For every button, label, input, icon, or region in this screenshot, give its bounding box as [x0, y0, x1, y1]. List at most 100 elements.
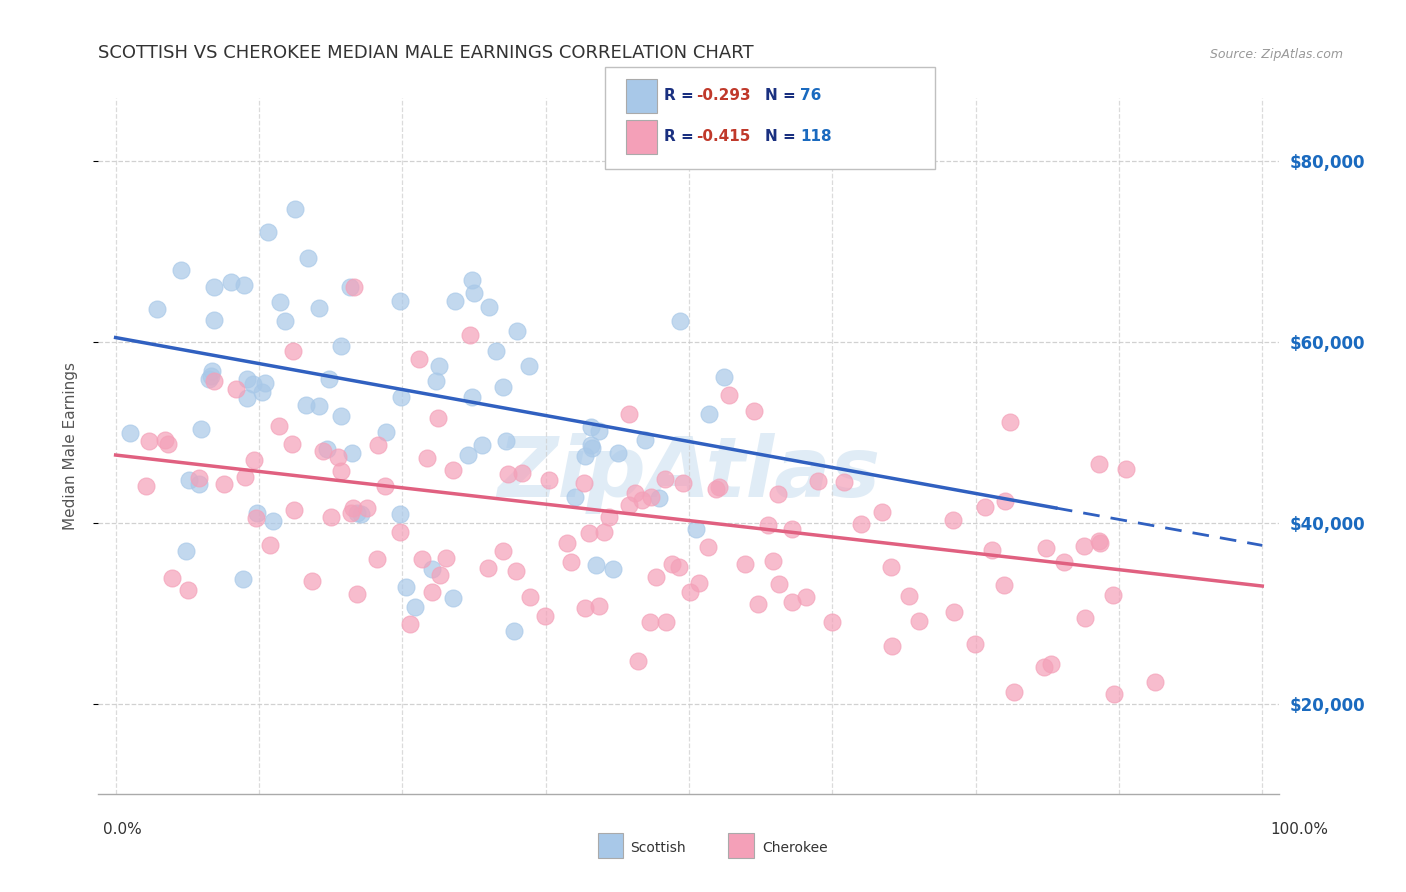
Point — [898, 589, 921, 603]
Point — [634, 434, 657, 448]
Text: R =: R = — [664, 129, 699, 144]
Point — [704, 482, 727, 496]
Point — [496, 467, 519, 481]
Point — [135, 479, 157, 493]
Point — [461, 273, 484, 287]
Point — [444, 294, 467, 309]
Point — [485, 344, 508, 359]
Point — [709, 480, 731, 494]
Point — [908, 614, 931, 628]
Text: Cherokee: Cherokee — [762, 841, 828, 855]
Point — [505, 324, 527, 338]
Point — [579, 438, 602, 452]
Point — [807, 474, 830, 488]
Point — [560, 555, 582, 569]
Point — [318, 371, 340, 385]
Point — [696, 540, 718, 554]
Point — [457, 448, 479, 462]
Text: -0.415: -0.415 — [696, 129, 751, 144]
Point — [1102, 588, 1125, 602]
Point — [679, 585, 702, 599]
Text: Scottish: Scottish — [630, 841, 686, 855]
Point — [471, 438, 494, 452]
Point — [534, 609, 557, 624]
Point — [668, 560, 690, 574]
Point — [644, 570, 666, 584]
Point — [177, 473, 200, 487]
Point — [425, 374, 447, 388]
Point — [295, 398, 318, 412]
Point — [593, 525, 616, 540]
Point — [188, 470, 211, 484]
Text: 0.0%: 0.0% — [103, 822, 142, 837]
Point — [756, 518, 779, 533]
Point — [640, 490, 662, 504]
Text: 118: 118 — [800, 129, 831, 144]
Point — [607, 445, 630, 459]
Point — [389, 524, 412, 539]
Point — [388, 293, 411, 308]
Text: 100.0%: 100.0% — [1271, 822, 1329, 837]
Point — [460, 328, 482, 343]
Point — [880, 639, 903, 653]
Point — [326, 450, 349, 464]
Point — [1053, 555, 1076, 569]
Point — [519, 590, 541, 604]
Point — [389, 508, 412, 522]
Point — [340, 445, 363, 459]
Point — [1144, 675, 1167, 690]
Point — [420, 585, 443, 599]
Point — [301, 574, 323, 588]
Point — [555, 536, 578, 550]
Point — [200, 369, 222, 384]
Point — [1088, 533, 1111, 548]
Point — [329, 409, 352, 423]
Point — [648, 491, 671, 505]
Point — [308, 399, 330, 413]
Point — [201, 364, 224, 378]
Point — [157, 437, 180, 451]
Point — [994, 494, 1017, 508]
Point — [630, 493, 652, 508]
Point — [146, 301, 169, 316]
Point — [832, 475, 855, 489]
Point — [655, 615, 678, 629]
Point — [374, 479, 396, 493]
Point — [768, 577, 790, 591]
Point — [581, 441, 603, 455]
Point — [138, 434, 160, 448]
Point — [233, 470, 256, 484]
Point — [245, 510, 267, 524]
Text: SCOTTISH VS CHEROKEE MEDIAN MALE EARNINGS CORRELATION CHART: SCOTTISH VS CHEROKEE MEDIAN MALE EARNING… — [98, 44, 754, 62]
Point — [219, 275, 242, 289]
Point — [1073, 539, 1095, 553]
Point — [246, 507, 269, 521]
Point — [339, 280, 361, 294]
Text: Source: ZipAtlas.com: Source: ZipAtlas.com — [1209, 48, 1343, 61]
Point — [1090, 536, 1112, 550]
Point — [375, 425, 398, 439]
Point — [204, 374, 226, 388]
Point — [443, 462, 465, 476]
Point — [343, 279, 366, 293]
Point — [872, 505, 894, 519]
Point — [250, 384, 273, 399]
Point — [198, 372, 221, 386]
Point — [617, 407, 640, 421]
Point — [281, 343, 304, 358]
Point — [821, 615, 844, 629]
Point — [411, 552, 433, 566]
Point — [202, 313, 225, 327]
Point — [477, 561, 499, 575]
Point — [269, 294, 291, 309]
Point — [672, 476, 695, 491]
Point — [1115, 462, 1137, 476]
Point — [190, 422, 212, 436]
Point — [257, 225, 280, 239]
Point — [510, 466, 533, 480]
Point — [269, 419, 291, 434]
Point — [963, 638, 986, 652]
Point — [519, 359, 541, 373]
Point — [297, 251, 319, 265]
Point — [849, 516, 872, 531]
